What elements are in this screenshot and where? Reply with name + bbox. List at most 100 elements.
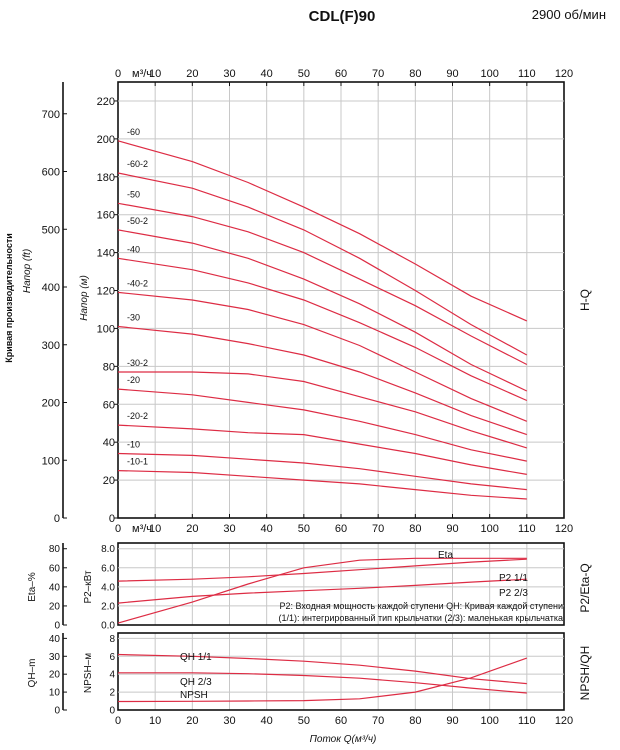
flow-tick-label: 10: [149, 715, 161, 727]
flow-tick-label: 80: [409, 715, 421, 727]
inner-y-tick-label: 2.0: [101, 601, 115, 612]
bottom-x-tick-label: 110: [518, 523, 536, 535]
head-ft-tick-label: 300: [42, 340, 60, 352]
head-ft-tick-label: 0: [54, 513, 60, 525]
npsh-qh-curve: [117, 657, 528, 703]
hq-curve-label: -40: [127, 244, 140, 254]
outer-y-tick-label: 20: [49, 670, 61, 681]
outer-y-tick-label: 30: [49, 652, 61, 663]
flow-tick-label: 120: [555, 715, 573, 727]
hq-curve-50-2: [117, 229, 528, 392]
hq-curve-60-2: [117, 172, 528, 356]
head-ft-axis-label: Напор (ft): [22, 249, 33, 293]
inner-y-tick-label: 8: [109, 634, 115, 645]
curves-layer: [117, 140, 528, 703]
bottom-x-tick-label: 80: [409, 523, 421, 535]
head-m-tick-label: 160: [97, 210, 115, 222]
bottom-x-tick-label: 0: [115, 523, 121, 535]
inner-y-tick-label: 6.0: [101, 563, 115, 574]
p2-eta-panel-label: P2/Eta-Q: [578, 563, 592, 612]
hq-curve-30: [117, 325, 527, 436]
head-ft-tick-label: 700: [42, 109, 60, 121]
inner-y-tick-label: 2: [109, 688, 115, 699]
hq-curve-label: -60: [127, 127, 140, 137]
top-x-tick-label: 60: [335, 68, 347, 80]
outer-y-tick-label: 0: [54, 706, 60, 717]
top-x-tick-label: 120: [555, 68, 573, 80]
hq-panel-label: H-Q: [578, 289, 592, 311]
outer-y-tick-label: 40: [49, 634, 61, 645]
outer-y-tick-label: 60: [49, 563, 61, 574]
npsh-qh-panel-label: NPSH/QH: [578, 646, 592, 701]
head-m-tick-label: 40: [103, 437, 115, 449]
npsh-qh-curve-label: QH 1/1: [180, 652, 212, 663]
flow-axis-label: Поток Q(м³/ч): [310, 734, 377, 745]
panel-frame: [117, 632, 565, 711]
hq-curve-30-2: [118, 371, 527, 449]
top-x-tick-label: 70: [372, 68, 384, 80]
text-layer: CDL(F)90 2900 об/мин м³/ч м³/ч Напор (м)…: [4, 7, 606, 745]
bottom-x-tick-label: 70: [372, 523, 384, 535]
npsh-axis-label: NPSH–м: [83, 653, 94, 693]
hq-curve-10: [117, 452, 527, 491]
p2-eta-curve-label: Eta: [438, 550, 453, 561]
hq-curve-10-1: [117, 470, 527, 500]
bottom-x-unit-label: м³/ч: [132, 523, 152, 535]
panel-frame: [117, 542, 565, 626]
top-x-tick-label: 10: [149, 68, 161, 80]
npsh-qh-curve-label: NPSH: [180, 690, 208, 701]
outer-y-tick-label: 80: [49, 544, 61, 555]
top-x-tick-label: 30: [223, 68, 235, 80]
flow-tick-label: 0: [115, 715, 121, 727]
bottom-x-tick-label: 90: [446, 523, 458, 535]
npsh-qh-curve: [117, 653, 527, 685]
inner-y-tick-label: 4.0: [101, 582, 115, 593]
outer-y-tick-label: 0: [54, 621, 60, 632]
bottom-x-tick-label: 10: [149, 523, 161, 535]
top-x-tick-label: 50: [298, 68, 310, 80]
head-ft-tick-label: 600: [42, 167, 60, 179]
p2-eta-curve: [117, 578, 527, 604]
hq-curve-label: -30-2: [127, 358, 148, 368]
head-m-tick-label: 60: [103, 399, 115, 411]
flow-tick-label: 100: [480, 715, 498, 727]
head-ft-tick-label: 200: [42, 398, 60, 410]
flow-tick-label: 20: [186, 715, 198, 727]
bottom-x-tick-label: 120: [555, 523, 573, 535]
qh-axis-label: QH–m: [27, 659, 38, 688]
bottom-x-tick-label: 30: [223, 523, 235, 535]
hq-curve-label: -30: [127, 313, 140, 323]
bottom-x-tick-label: 100: [480, 523, 498, 535]
hq-curve-60: [117, 140, 528, 322]
hq-curve-label: -20: [127, 375, 140, 385]
top-x-tick-label: 100: [480, 68, 498, 80]
inner-y-tick-label: 4: [109, 670, 115, 681]
head-m-tick-label: 220: [97, 96, 115, 108]
flow-tick-label: 60: [335, 715, 347, 727]
outer-y-tick-label: 10: [49, 688, 61, 699]
flow-tick-label: 90: [446, 715, 458, 727]
head-m-tick-label: 20: [103, 475, 115, 487]
flow-tick-label: 50: [298, 715, 310, 727]
flow-tick-label: 110: [518, 715, 536, 727]
chart-title: CDL(F)90: [309, 8, 376, 25]
hq-curve-label: -10-1: [127, 457, 148, 467]
inner-y-tick-label: 8.0: [101, 544, 115, 555]
head-m-tick-label: 100: [97, 323, 115, 335]
head-ft-tick-label: 100: [42, 455, 60, 467]
head-m-tick-label: 180: [97, 172, 115, 184]
performance-curve-label: Кривая производительности: [4, 233, 14, 363]
head-m-tick-label: 140: [97, 248, 115, 260]
hq-curve-50: [117, 202, 528, 366]
hq-curve-label: -50: [127, 189, 140, 199]
p2-eta-curve-label: P2 1/1: [499, 573, 528, 584]
head-m-tick-label: 120: [97, 286, 115, 298]
p2-eta-curve-label: P2 2/3: [499, 588, 528, 599]
top-x-tick-label: 20: [186, 68, 198, 80]
hq-curve-label: -50-2: [127, 216, 148, 226]
head-m-tick-label: 0: [109, 513, 115, 525]
top-x-tick-label: 40: [261, 68, 273, 80]
hq-curve-label: -60-2: [127, 159, 148, 169]
bottom-x-tick-label: 20: [186, 523, 198, 535]
hq-curve-20-2: [117, 424, 527, 475]
